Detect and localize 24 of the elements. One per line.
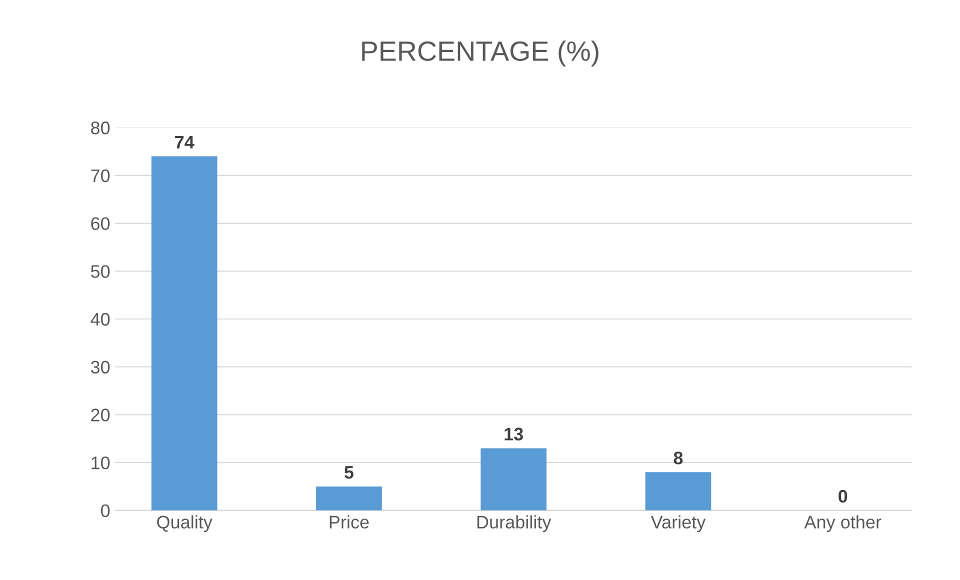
y-tick-label: 40	[90, 312, 110, 326]
data-label: 8	[674, 452, 683, 464]
chart-title: PERCENTAGE (%)	[362, 40, 598, 66]
bar	[480, 448, 547, 510]
x-tick-label: Durability	[477, 515, 552, 532]
data-label: 13	[504, 428, 523, 440]
data-label: 74	[175, 136, 194, 148]
data-label: 5	[344, 466, 354, 479]
bar	[645, 472, 712, 510]
x-tick-label: Quality	[157, 515, 212, 532]
y-tick-label: 80	[91, 122, 110, 134]
bar	[151, 156, 218, 510]
y-tick-label: 20	[91, 408, 110, 422]
x-tick-label: Price	[330, 515, 369, 529]
x-tick-label: Variety	[650, 515, 706, 532]
data-label: 0	[838, 490, 848, 503]
y-tick-label: 60	[91, 217, 110, 230]
y-tick-label: 70	[91, 169, 110, 182]
y-tick-label: 30	[90, 360, 110, 374]
y-tick-label: 50	[90, 265, 110, 278]
y-tick-label: 0	[101, 504, 110, 518]
x-tick-label: Any other	[804, 515, 882, 532]
y-tick-label: 10	[92, 456, 110, 470]
bar	[316, 486, 382, 510]
